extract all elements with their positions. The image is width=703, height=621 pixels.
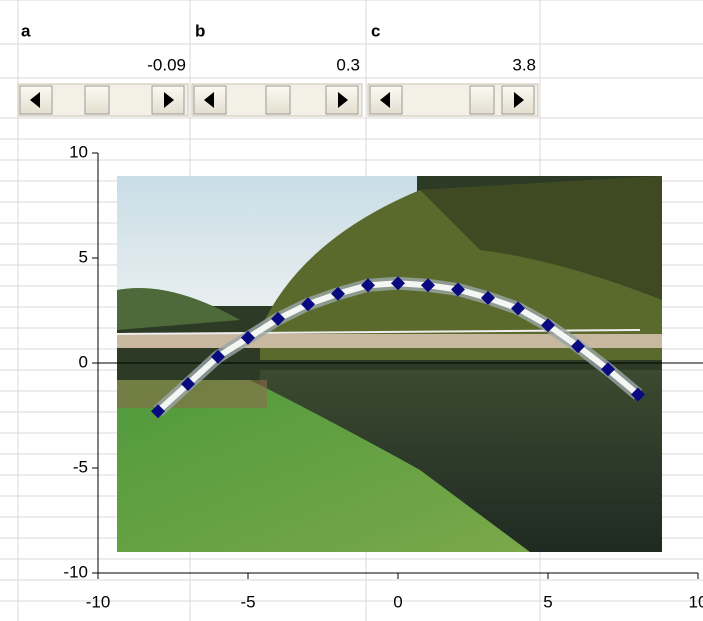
photo-background [117,176,662,552]
scroll-thumb [470,86,494,114]
y-tick-label: 5 [79,247,88,266]
slider-row: a -0.09 b 0.3 c 3.8 [18,21,538,116]
scroll-thumb [266,86,290,114]
y-tick-label: 10 [69,142,88,161]
x-tick-label: -10 [86,592,111,611]
slider-label: b [195,21,205,40]
slider-value: 0.3 [336,55,360,74]
x-tick-label: -5 [240,592,255,611]
x-tick-label: 10 [689,592,703,611]
slider-label: a [21,21,31,40]
spreadsheet: a -0.09 b 0.3 c 3.8 -10 -5 0 5 10 -10 -5 0 5 10 [0,0,703,621]
scroll-thumb [85,86,109,114]
y-tick-label: -10 [63,562,88,581]
slider-label: c [371,21,380,40]
x-tick-label: 5 [543,592,552,611]
x-tick-label: 0 [393,592,402,611]
slider-value: 3.8 [512,55,536,74]
slider-value: -0.09 [147,55,186,74]
y-tick-label: 0 [79,352,88,371]
y-tick-label: -5 [73,457,88,476]
